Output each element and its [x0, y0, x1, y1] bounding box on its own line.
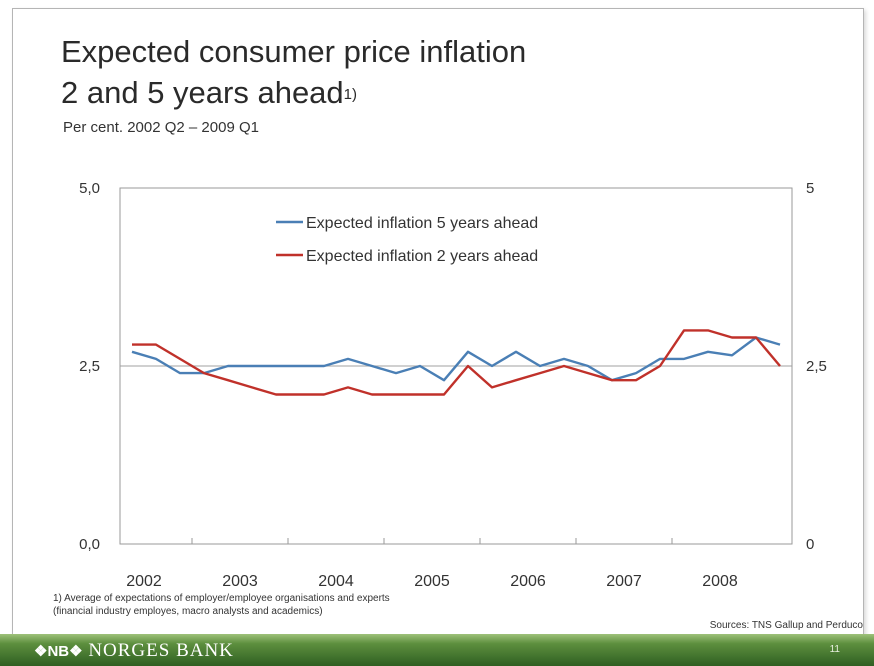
x-tick-label: 2004	[318, 573, 354, 590]
y-left-tick-label: 0,0	[79, 536, 100, 553]
series-line-2-years	[132, 329, 781, 396]
line-chart: 0,02,55,0 02,55 2002 2003 2004 2005 2006 2007…	[79, 180, 827, 590]
series-layer	[131, 329, 781, 396]
logo-text: NORGES BANK	[88, 640, 234, 661]
x-axis-ticks: 2002 2003 2004 2005 2006 2007 2008	[126, 538, 738, 590]
norges-bank-logo: ❖NB❖ NORGES BANK	[34, 640, 234, 662]
legend-label: Expected inflation 5 years ahead	[306, 215, 538, 232]
page-number: 11	[829, 644, 840, 655]
footnote-line-1: 1) Average of expectations of employer/e…	[53, 593, 390, 604]
sources-note: Sources: TNS Gallup and Perduco	[709, 620, 863, 631]
footer-bar: ❖NB❖ NORGES BANK 11	[0, 634, 874, 666]
x-tick-label: 2006	[510, 573, 546, 590]
title-line-2: 2 and 5 years ahead1)	[61, 72, 526, 113]
chart-title: Expected consumer price inflation 2 and …	[61, 31, 526, 113]
title-line-2-text: 2 and 5 years ahead	[61, 75, 344, 110]
title-footnote-marker: 1)	[343, 86, 358, 103]
y-left-tick-label: 5,0	[79, 180, 100, 197]
x-tick-label: 2002	[126, 573, 162, 590]
y-right-tick-label: 5	[806, 180, 814, 197]
chart-subtitle: Per cent. 2002 Q2 – 2009 Q1	[63, 119, 259, 136]
x-tick-label: 2008	[702, 573, 738, 590]
title-line-1: Expected consumer price inflation	[61, 34, 527, 69]
x-tick-label: 2003	[222, 573, 258, 590]
legend-label: Expected inflation 2 years ahead	[306, 248, 538, 265]
y-right-tick-label: 0	[806, 536, 814, 553]
y-axis-right-ticks: 02,55	[806, 180, 827, 553]
x-tick-label: 2005	[414, 573, 450, 590]
logo-mark: ❖NB❖	[34, 643, 83, 660]
legend: Expected inflation 5 years ahead Expected…	[276, 215, 538, 265]
series-line-5-years	[131, 336, 781, 382]
slide: Expected consumer price inflation 2 and …	[12, 8, 864, 636]
y-axis-left-ticks: 0,0 2,5 5,0	[79, 180, 100, 553]
y-left-tick-label: 2,5	[79, 358, 100, 375]
y-right-tick-label: 2,5	[806, 358, 827, 375]
footnote-line-2: (financial industry employes, macro anal…	[53, 606, 323, 617]
footnote: 1) Average of expectations of employer/e…	[53, 592, 390, 618]
plot-area-frame	[119, 187, 793, 545]
x-tick-label: 2007	[606, 573, 642, 590]
